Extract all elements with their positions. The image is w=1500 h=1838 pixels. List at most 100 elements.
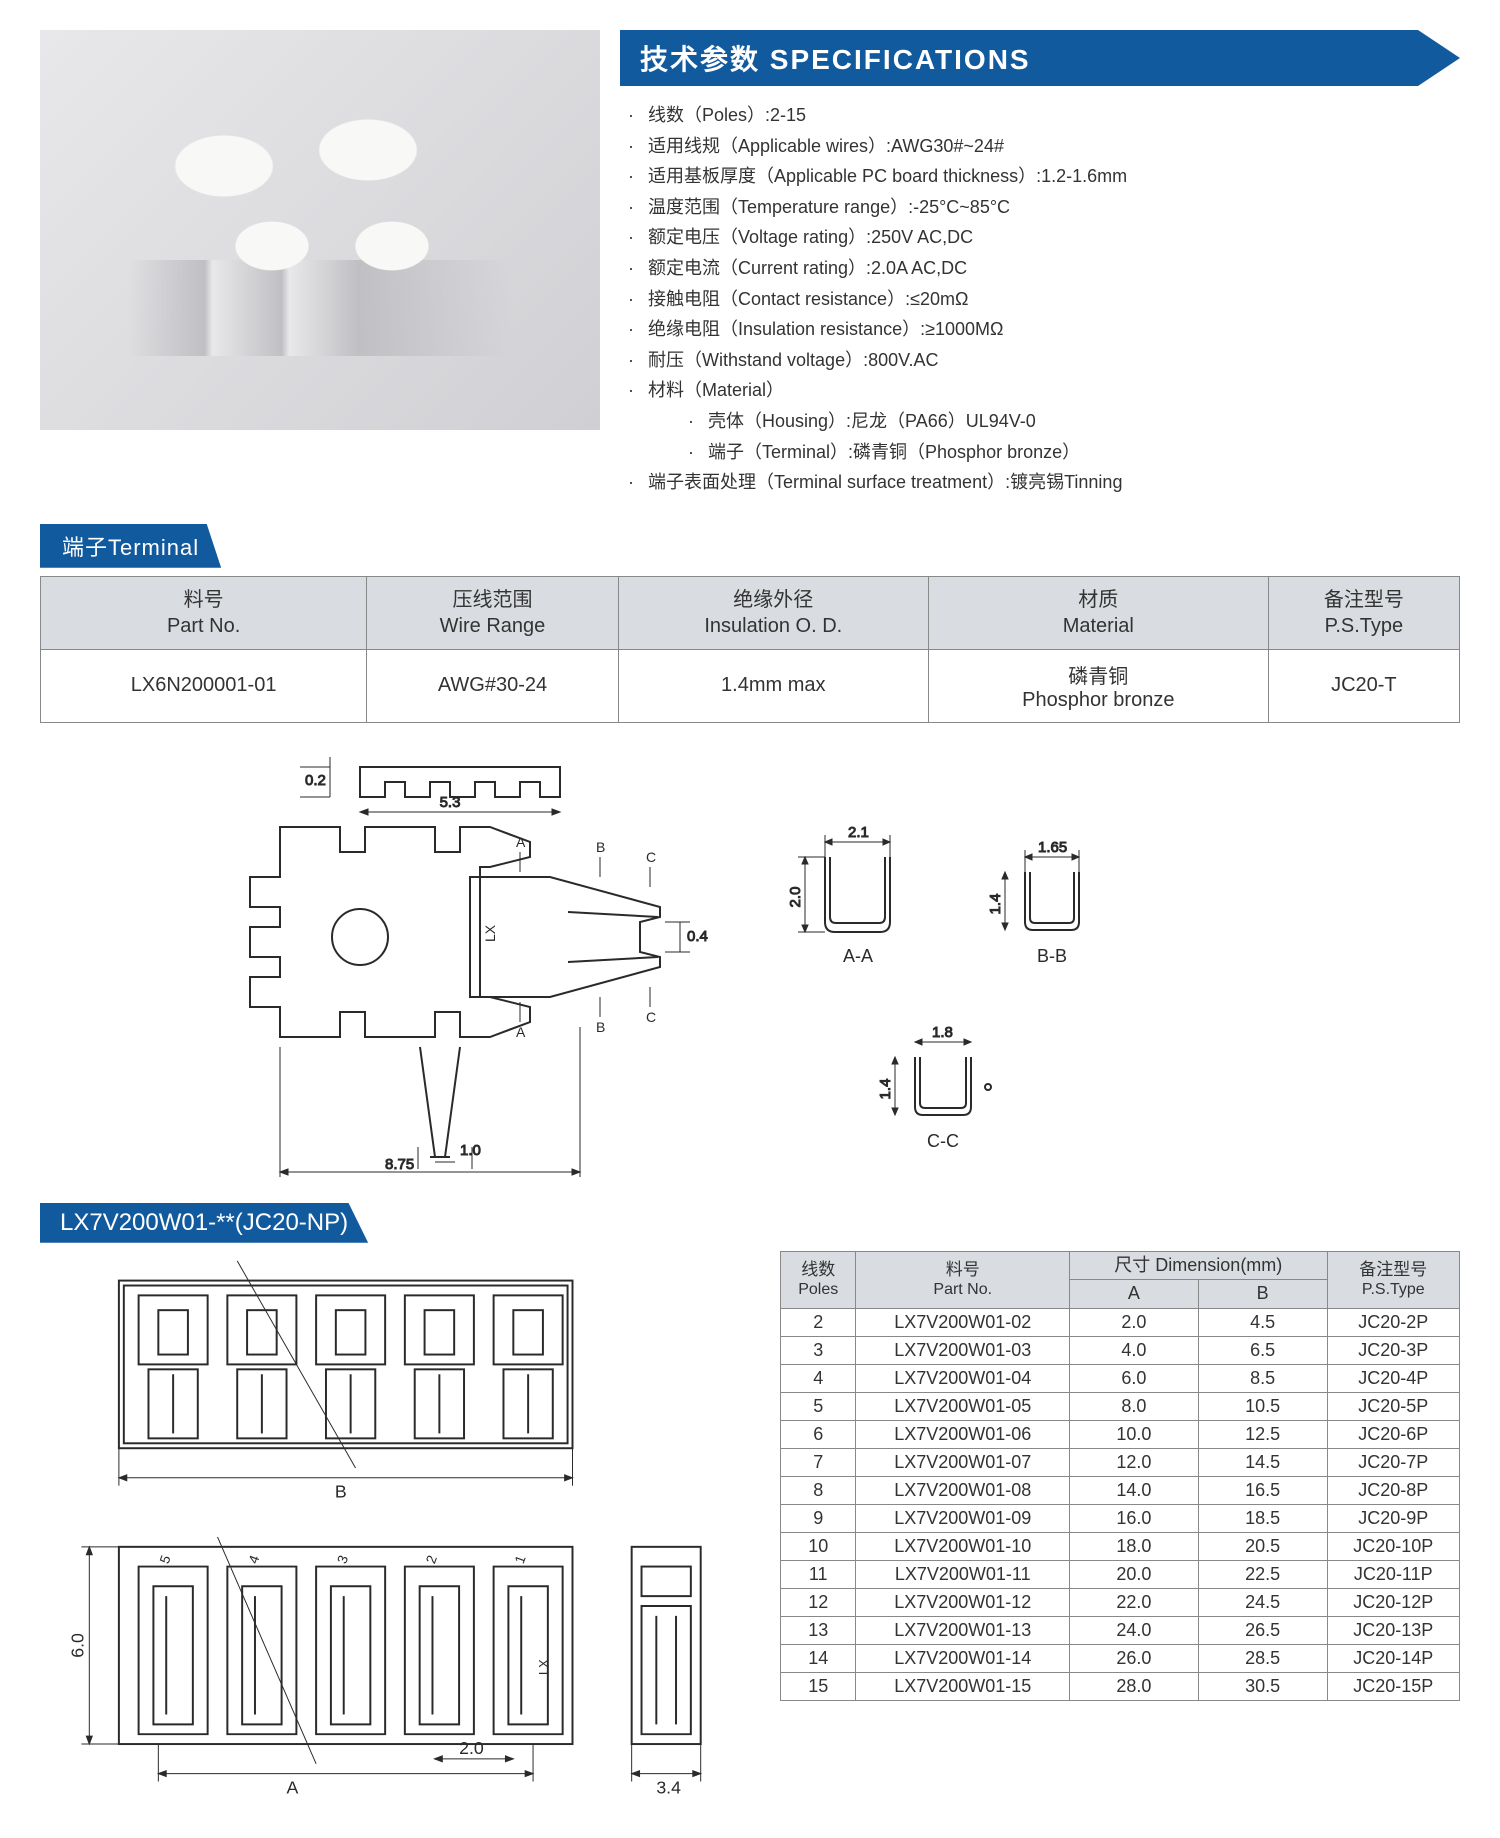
dim-cell: LX7V200W01-09 — [856, 1504, 1070, 1532]
specifications-block: 技术参数 SPECIFICATIONS ·线数（Poles）:2-15·适用线规… — [620, 30, 1460, 512]
dim-cell: 14.0 — [1070, 1476, 1199, 1504]
dim-cell: 16.0 — [1070, 1504, 1199, 1532]
dim-cell: LX7V200W01-05 — [856, 1392, 1070, 1420]
dim-cell: 11 — [781, 1560, 856, 1588]
dim-row: 8LX7V200W01-0814.016.5JC20-8P — [781, 1476, 1460, 1504]
label-cc: C-C — [927, 1131, 959, 1151]
dim-cell: 6.0 — [1070, 1364, 1199, 1392]
dim-cell: JC20-13P — [1327, 1616, 1459, 1644]
dim-cell: LX7V200W01-06 — [856, 1420, 1070, 1448]
hdr-dim: 尺寸 Dimension(mm) — [1114, 1255, 1282, 1275]
dim-cell: LX7V200W01-04 — [856, 1364, 1070, 1392]
dim-cell: 12.0 — [1070, 1448, 1199, 1476]
dim-cell: JC20-6P — [1327, 1420, 1459, 1448]
term-header: 备注型号P.S.Type — [1268, 576, 1459, 649]
dim-cell: 4.0 — [1070, 1336, 1199, 1364]
dim-cell: 20.5 — [1198, 1532, 1327, 1560]
hdr-dim-a: A — [1070, 1280, 1199, 1309]
dim-cell: LX7V200W01-14 — [856, 1644, 1070, 1672]
dimension-table: 线数Poles 料号Part No. 尺寸 Dimension(mm) 备注型号… — [780, 1251, 1460, 1701]
dim-cell: JC20-3P — [1327, 1336, 1459, 1364]
dim-row: 2LX7V200W01-022.04.5JC20-2P — [781, 1308, 1460, 1336]
dim-cell: 10 — [781, 1532, 856, 1560]
dim-cell: LX7V200W01-08 — [856, 1476, 1070, 1504]
dim-cell: 18.0 — [1070, 1532, 1199, 1560]
term-cell: 1.4mm max — [618, 649, 928, 722]
dim-cell: 20.0 — [1070, 1560, 1199, 1588]
term-cell: LX6N200001-01 — [41, 649, 367, 722]
dim-cell: 18.5 — [1198, 1504, 1327, 1532]
spec-item: ·适用基板厚度（Applicable PC board thickness）:1… — [628, 161, 1452, 192]
dim-cell: JC20-4P — [1327, 1364, 1459, 1392]
dim-cell: 26.5 — [1198, 1616, 1327, 1644]
dim-row: 13LX7V200W01-1324.026.5JC20-13P — [781, 1616, 1460, 1644]
dim-cell: JC20-2P — [1327, 1308, 1459, 1336]
dim-cell: 8.5 — [1198, 1364, 1327, 1392]
spec-item: ·线数（Poles）:2-15 — [628, 100, 1452, 131]
dim-cell: 4 — [781, 1364, 856, 1392]
spec-item: ·材料（Material） — [628, 375, 1452, 406]
dim-cell: 3 — [781, 1336, 856, 1364]
dim-cell: 28.0 — [1070, 1672, 1199, 1700]
dim-cell: 15 — [781, 1672, 856, 1700]
spec-item: ·额定电压（Voltage rating）:250V AC,DC — [628, 222, 1452, 253]
dim-cell: LX7V200W01-13 — [856, 1616, 1070, 1644]
dim-cell: 8 — [781, 1476, 856, 1504]
dim-6-0: 6.0 — [67, 1633, 87, 1658]
dim-cell: JC20-7P — [1327, 1448, 1459, 1476]
svg-text:2: 2 — [423, 1553, 440, 1565]
dim-cell: JC20-8P — [1327, 1476, 1459, 1504]
dim-cell: LX7V200W01-12 — [856, 1588, 1070, 1616]
hdr-ps-en: P.S.Type — [1334, 1280, 1453, 1299]
dim-cell: 24.5 — [1198, 1588, 1327, 1616]
terminal-section-tab: 端子Terminal — [40, 524, 221, 568]
spec-list: ·线数（Poles）:2-15·适用线规（Applicable wires）:A… — [620, 86, 1460, 512]
hdr-ps-cn: 备注型号 — [1334, 1260, 1453, 1280]
dim-aa-w: 2.1 — [848, 824, 869, 841]
hdr-part-en: Part No. — [862, 1280, 1063, 1299]
dim-cell: 16.5 — [1198, 1476, 1327, 1504]
spec-sub-item: ·端子（Terminal）:磷青铜（Phosphor bronze） — [628, 437, 1452, 468]
label-bb: B-B — [1037, 946, 1067, 966]
dim-cell: 13 — [781, 1616, 856, 1644]
housing-drawing-block: B LX 6.0 A — [40, 1251, 750, 1808]
dim-cell: 10.0 — [1070, 1420, 1199, 1448]
dim-row: 11LX7V200W01-1120.022.5JC20-11P — [781, 1560, 1460, 1588]
dim-cell: 12.5 — [1198, 1420, 1327, 1448]
dim-cell: 30.5 — [1198, 1672, 1327, 1700]
terminal-drawing: LX A B C A B C 0.2 5.3 0.4 1.0 — [40, 737, 1460, 1187]
dim-cc-h: 1.4 — [877, 1078, 894, 1099]
dim-cell: 24.0 — [1070, 1616, 1199, 1644]
spec-item: ·绝缘电阻（Insulation resistance）:≥1000MΩ — [628, 314, 1452, 345]
dim-cell: 12 — [781, 1588, 856, 1616]
dim-row: 5LX7V200W01-058.010.5JC20-5P — [781, 1392, 1460, 1420]
hdr-part-cn: 料号 — [862, 1260, 1063, 1280]
dim-3-4: 3.4 — [656, 1777, 681, 1797]
dim-5-3: 5.3 — [440, 794, 461, 811]
dim-cell: 9 — [781, 1504, 856, 1532]
dim-cell: JC20-5P — [1327, 1392, 1459, 1420]
dim-cell: JC20-12P — [1327, 1588, 1459, 1616]
svg-text:4: 4 — [246, 1553, 263, 1566]
dim-cell: 14 — [781, 1644, 856, 1672]
svg-text:5: 5 — [157, 1553, 174, 1566]
dim-cell: 10.5 — [1198, 1392, 1327, 1420]
dim-A: A — [287, 1777, 299, 1797]
dim-row: 6LX7V200W01-0610.012.5JC20-6P — [781, 1420, 1460, 1448]
dim-row: 3LX7V200W01-034.06.5JC20-3P — [781, 1336, 1460, 1364]
housing-part-banner: LX7V200W01-**(JC20-NP) — [40, 1203, 368, 1243]
svg-text:C: C — [646, 1009, 656, 1025]
dim-row: 14LX7V200W01-1426.028.5JC20-14P — [781, 1644, 1460, 1672]
dim-row: 7LX7V200W01-0712.014.5JC20-7P — [781, 1448, 1460, 1476]
spec-item: ·接触电阻（Contact resistance）:≤20mΩ — [628, 284, 1452, 315]
dim-row: 9LX7V200W01-0916.018.5JC20-9P — [781, 1504, 1460, 1532]
dim-cell: 7 — [781, 1448, 856, 1476]
label-aa: A-A — [843, 946, 873, 966]
spec-item: ·适用线规（Applicable wires）:AWG30#~24# — [628, 131, 1452, 162]
dim-cell: LX7V200W01-15 — [856, 1672, 1070, 1700]
dim-row: 12LX7V200W01-1222.024.5JC20-12P — [781, 1588, 1460, 1616]
term-header: 材质Material — [928, 576, 1268, 649]
dim-cell: LX7V200W01-02 — [856, 1308, 1070, 1336]
dim-cell: 28.5 — [1198, 1644, 1327, 1672]
svg-text:A: A — [516, 1024, 526, 1040]
